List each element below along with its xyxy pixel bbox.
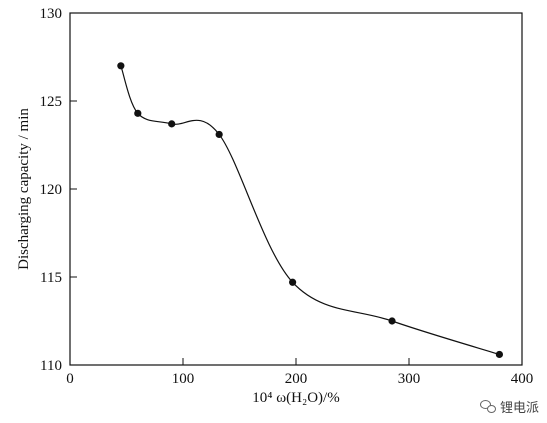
- data-point: [388, 317, 396, 325]
- wechat-bubbles-icon: [479, 399, 496, 413]
- x-tick-label: 400: [511, 371, 534, 387]
- series-markers: [117, 62, 503, 359]
- y-axis-label: Discharging capacity / min: [16, 108, 32, 270]
- plot-border: [69, 12, 523, 366]
- x-axis-label: 10⁴ ω(H₂O)/%: [252, 390, 339, 406]
- x-tick-label: 200: [285, 371, 308, 387]
- data-point: [134, 109, 142, 117]
- y-axis-ticks: 110 115 120 125 130: [40, 6, 77, 374]
- watermark: 锂电派: [479, 397, 539, 416]
- watermark-text: 锂电派: [499, 400, 539, 416]
- data-point: [289, 278, 297, 286]
- data-point: [117, 62, 125, 70]
- y-tick-label: 110: [40, 358, 62, 374]
- x-tick-label: 0: [66, 371, 74, 387]
- y-tick-label: 125: [40, 94, 63, 110]
- x-axis-ticks: 0 100 200 300 400: [66, 358, 533, 387]
- x-tick-label: 300: [398, 371, 421, 387]
- data-point: [495, 350, 503, 359]
- data-point: [215, 130, 223, 139]
- series-curve: [120, 65, 500, 356]
- x-tick-label: 100: [172, 371, 195, 387]
- plot-frame: [69, 12, 523, 366]
- y-tick-label: 130: [40, 6, 63, 22]
- data-point: [168, 120, 176, 128]
- y-tick-label: 120: [40, 182, 63, 198]
- y-tick-label: 115: [40, 270, 62, 286]
